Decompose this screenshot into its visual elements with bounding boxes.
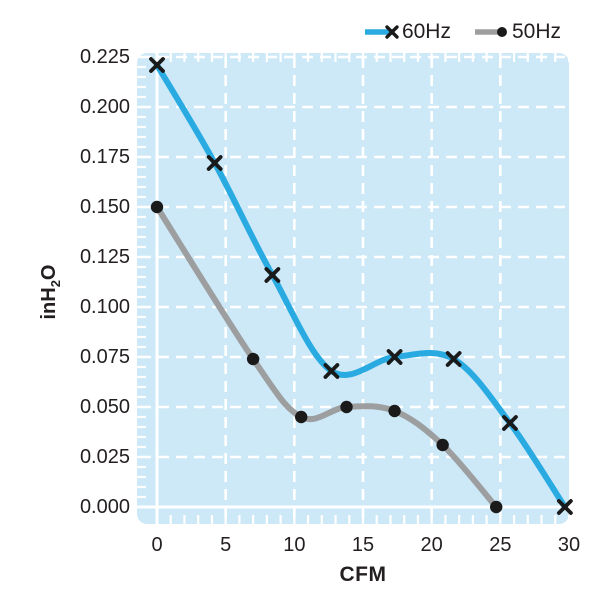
y-axis-title-sub: 2 (48, 280, 63, 288)
x-axis-title: CFM (339, 563, 387, 586)
legend-item-60hz: 60Hz (363, 21, 451, 42)
data-point-dot-marker-50hz (246, 352, 260, 366)
legend-label-50hz: 50Hz (511, 20, 561, 43)
data-point-x-marker-60hz (323, 363, 340, 379)
legend-swatch-50hz (474, 26, 507, 37)
y-tick-label-0.150: 0.150 (79, 196, 130, 218)
data-point-dot-marker-50hz (490, 500, 503, 514)
y-tick-label-0.025: 0.025 (79, 446, 130, 468)
y-tick-label-0.200: 0.200 (79, 96, 130, 118)
data-point-dot-marker-50hz (340, 400, 353, 414)
legend-label-60hz: 60Hz (401, 20, 451, 43)
legend-x-marker-icon (385, 24, 399, 39)
y-tick-label-0.075: 0.075 (79, 346, 130, 368)
x-tick-label-15: 15 (351, 534, 375, 556)
y-tick-label-0.175: 0.175 (79, 146, 130, 168)
x-tick-label-0: 0 (151, 534, 163, 556)
legend-dot-marker-icon (496, 26, 507, 37)
y-tick-label-0.000: 0.000 (79, 496, 130, 518)
y-tick-label-0.050: 0.050 (79, 396, 130, 418)
data-point-dot-marker-50hz (388, 404, 401, 418)
y-axis-title: inH2O (38, 222, 63, 362)
y-tick-label-0.125: 0.125 (79, 246, 130, 268)
x-tick-label-20: 20 (420, 534, 443, 556)
legend-item-50hz: 50Hz (473, 21, 561, 42)
data-point-x-marker-60hz (149, 57, 165, 73)
plot-background (137, 53, 569, 524)
y-axis-title-pre: inH (38, 287, 60, 320)
chart-legend: 60Hz 50Hz (363, 21, 561, 42)
legend-swatch-60hz (364, 24, 399, 39)
data-point-x-marker-60hz (206, 155, 223, 171)
data-point-x-marker-60hz (556, 499, 573, 515)
x-tick-label-25: 25 (489, 534, 512, 556)
data-point-dot-marker-50hz (295, 410, 308, 424)
data-point-x-marker-60hz (445, 351, 462, 367)
data-point-dot-marker-50hz (150, 200, 164, 214)
y-tick-label-0.225: 0.225 (79, 46, 130, 68)
data-point-x-marker-60hz (386, 349, 403, 365)
data-point-dot-marker-50hz (436, 438, 449, 452)
data-point-x-marker-60hz (264, 267, 281, 283)
x-tick-label-10: 10 (283, 534, 306, 556)
y-tick-label-0.100: 0.100 (79, 296, 130, 318)
y-axis-title-post: O (38, 264, 60, 281)
x-tick-label-5: 5 (220, 534, 232, 556)
x-tick-label-30: 30 (557, 534, 581, 556)
data-point-x-marker-60hz (502, 415, 518, 431)
